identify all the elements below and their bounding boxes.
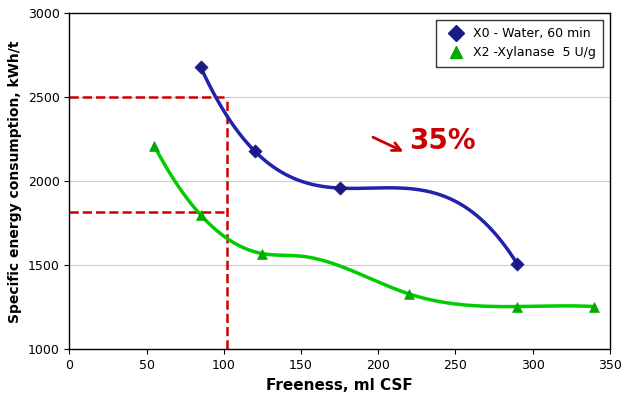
Point: [196, 64, 206, 70]
Point: [335, 185, 345, 191]
Point: [512, 303, 522, 310]
Legend: X0 - Water, 60 min, X2 -Xylanase  5 U/g: X0 - Water, 60 min, X2 -Xylanase 5 U/g: [435, 20, 604, 67]
Point: [404, 291, 414, 297]
X-axis label: Freeness, ml CSF: Freeness, ml CSF: [266, 378, 413, 393]
Point: [258, 250, 268, 257]
Text: 35%: 35%: [409, 127, 476, 155]
Point: [149, 143, 159, 149]
Point: [589, 303, 599, 310]
Point: [196, 212, 206, 218]
Point: [249, 148, 260, 154]
Y-axis label: Specific energy consumption, kWh/t: Specific energy consumption, kWh/t: [8, 40, 22, 323]
Point: [512, 261, 522, 267]
